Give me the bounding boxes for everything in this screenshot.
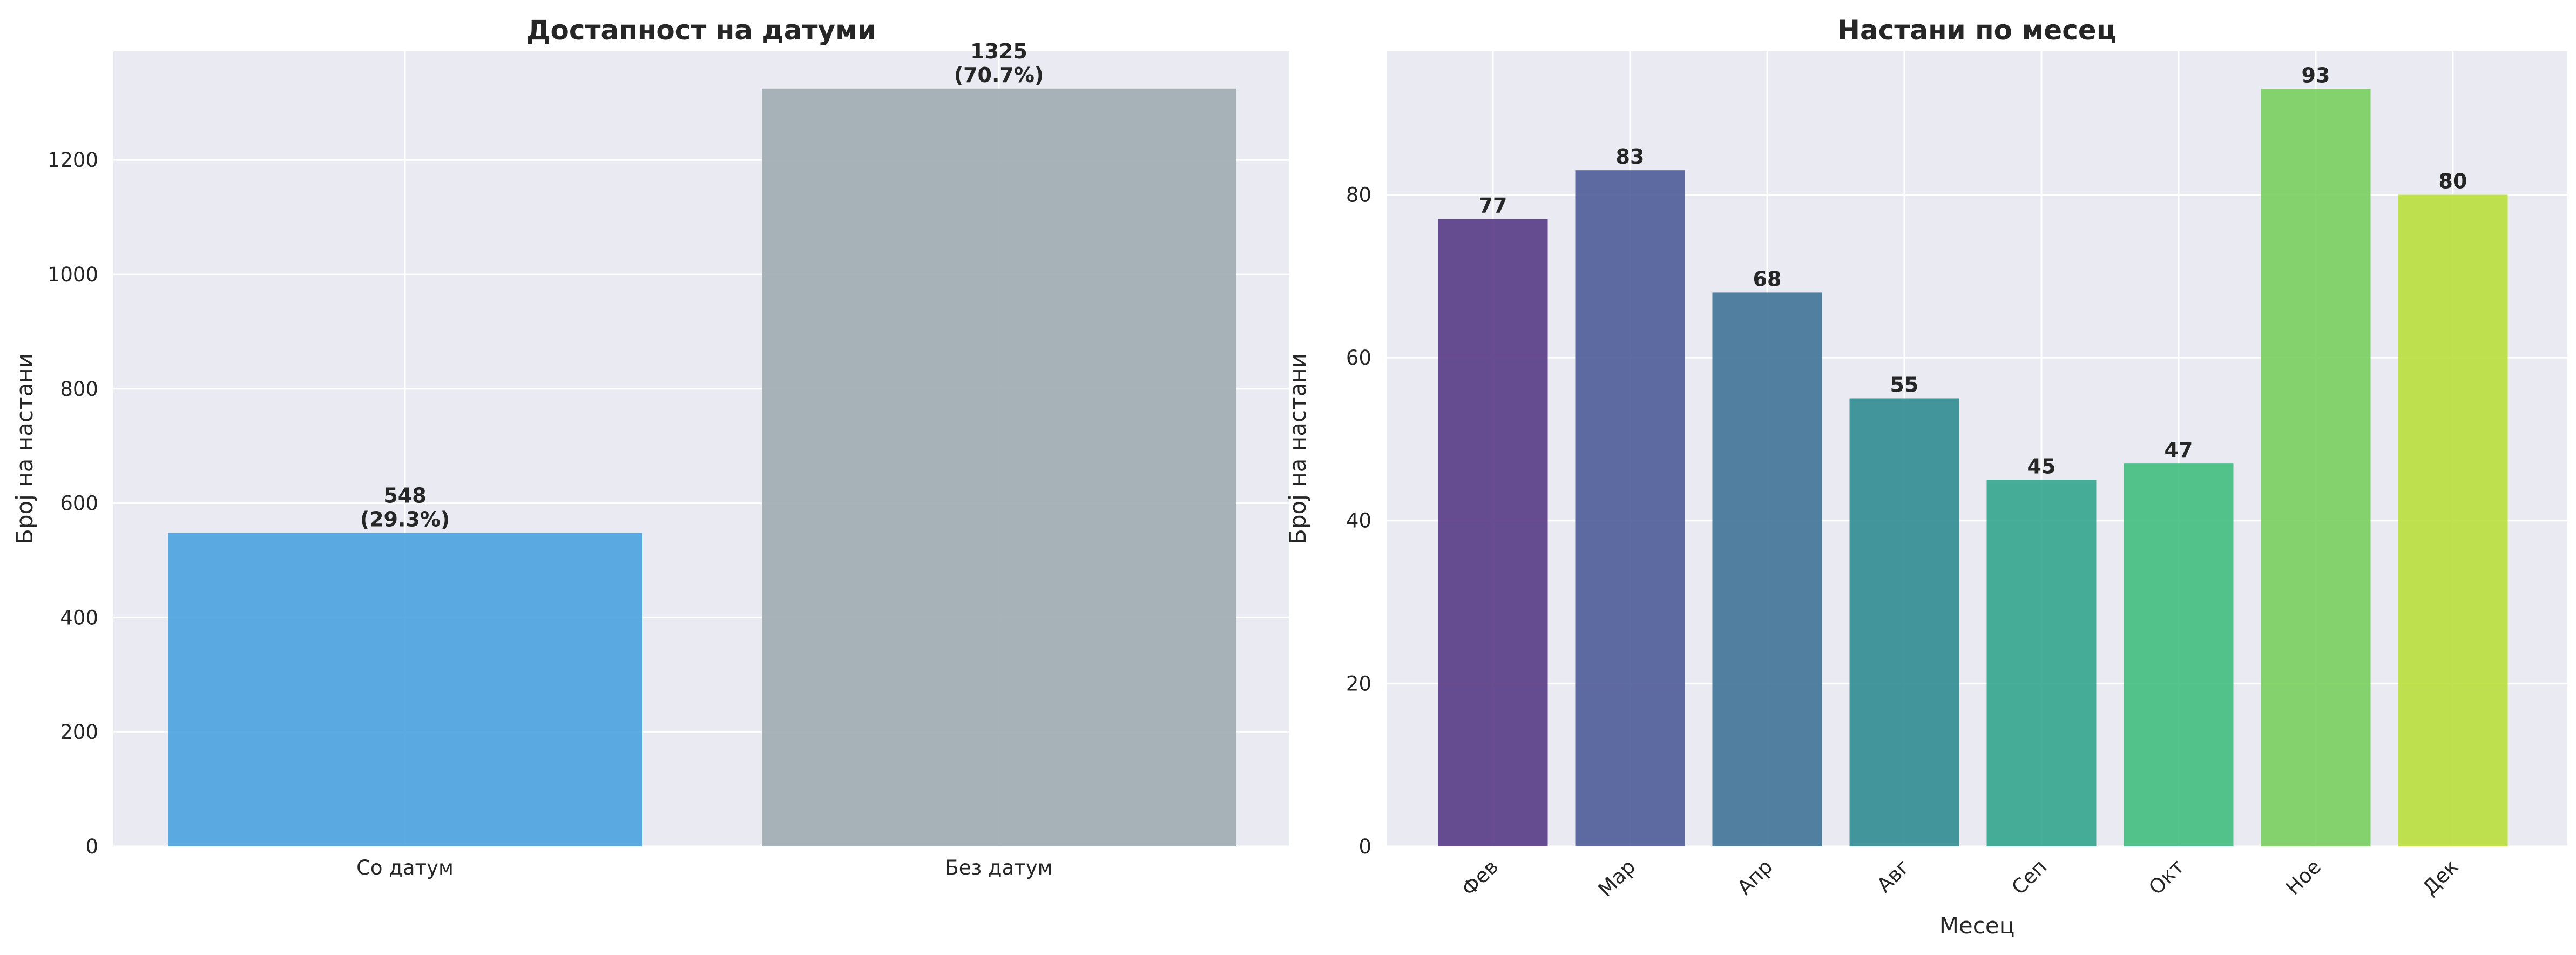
bar-Дек (2398, 194, 2508, 846)
y-tick-label: 20 (1346, 672, 1371, 695)
y-tick-label: 60 (1346, 346, 1371, 369)
chart-title: Настани по месец (1837, 15, 2117, 46)
bar-value-label: 93 (2302, 63, 2330, 87)
x-tick-label: Со датум (356, 856, 454, 879)
bar-value-label: 77 (1479, 194, 1507, 218)
x-tick-label: Сеп (2007, 855, 2051, 899)
x-tick-label: Фев (1457, 855, 1503, 900)
y-axis-label: Број на настани (1284, 353, 1311, 544)
chart-events-per-month: 0 20 40 60 80 77 83 68 55 45 47 93 80 Фев Мар Апр Авг Сеп… (1284, 15, 2567, 939)
plot-area (1387, 51, 2567, 846)
bar-Без датум (762, 88, 1236, 847)
x-tick-label: Мар (1594, 855, 1640, 902)
y-tick-label: 0 (1358, 835, 1371, 858)
y-tick-label: 0 (85, 835, 98, 858)
y-tick-label: 400 (60, 606, 98, 629)
x-tick-label: Дек (2418, 855, 2463, 900)
y-tick-label: 1000 (48, 263, 98, 286)
bar-Сеп (1986, 480, 2097, 846)
bar-value-label: 83 (1616, 145, 1645, 169)
y-tick-label: 40 (1346, 509, 1371, 533)
bar-Апр (1712, 292, 1822, 846)
bar-value-label: 55 (1890, 373, 1919, 396)
chart-title: Достапност на датуми (526, 15, 876, 46)
bar-Авг (1849, 398, 1959, 846)
bar-Мар (1575, 170, 1685, 846)
y-tick-label: 600 (60, 492, 98, 515)
bar-value-label: 47 (2165, 438, 2193, 462)
bar-Ное (2261, 89, 2371, 846)
x-axis-label: Месец (1939, 912, 2015, 939)
y-tick-label: 200 (60, 721, 98, 744)
bar-value-label: 45 (2027, 454, 2056, 478)
x-tick-label: Без датум (945, 856, 1052, 879)
chart-date-availability: 0 200 400 600 800 1000 1200 548(29.3%) 1325(70.7… (11, 15, 1289, 879)
bar-value-label: (70.7%) (954, 63, 1044, 87)
bar-value-label: 548 (383, 484, 426, 508)
bar-Со датум (168, 533, 642, 846)
y-tick-label: 800 (60, 378, 98, 401)
bar-Фев (1438, 219, 1548, 847)
bar-value-label: 1325 (970, 39, 1027, 63)
bar-Окт (2124, 463, 2234, 846)
bar-value-label: 80 (2439, 169, 2467, 193)
x-tick-label: Апр (1733, 855, 1777, 899)
y-tick-label: 1200 (48, 149, 98, 172)
y-tick-label: 80 (1346, 183, 1371, 206)
y-axis-label: Број на настани (11, 353, 38, 544)
x-tick-label: Авг (1872, 855, 1914, 897)
bar-value-label: (29.3%) (360, 508, 450, 532)
x-tick-label: Ное (2281, 855, 2325, 899)
x-tick-label: Окт (2144, 855, 2188, 899)
bar-value-label: 68 (1753, 267, 1782, 291)
